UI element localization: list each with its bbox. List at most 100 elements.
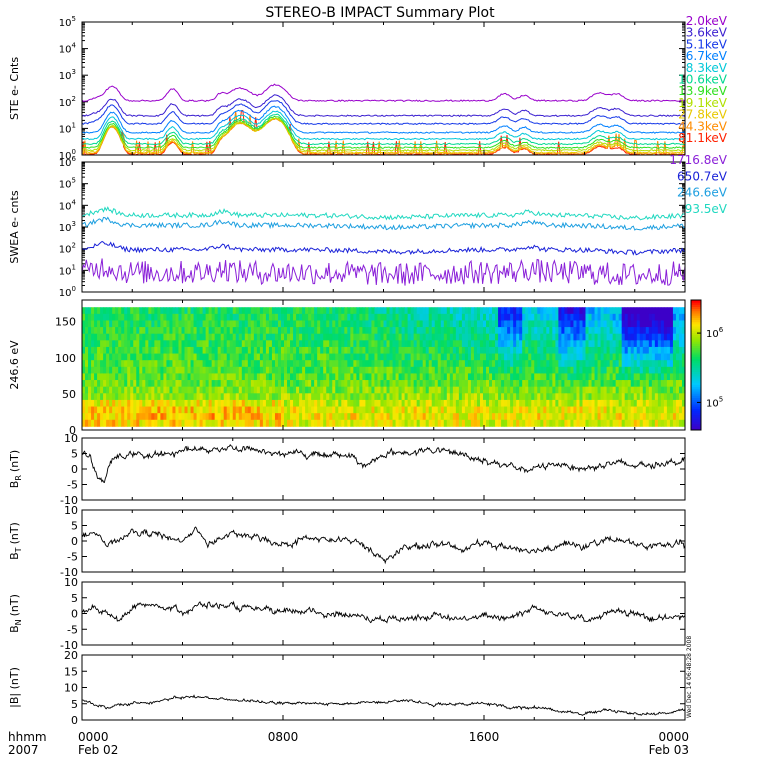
pad-cell xyxy=(386,419,390,427)
pad-cell xyxy=(531,333,535,341)
pad-cell xyxy=(118,313,122,321)
pad-cell xyxy=(389,380,393,388)
pad-cell xyxy=(280,406,285,414)
pad-cell xyxy=(606,366,611,374)
pad-cell xyxy=(651,366,656,374)
pad-cell xyxy=(681,366,686,374)
pad-cell xyxy=(621,419,626,427)
pad-cell xyxy=(193,313,197,321)
pad-cell xyxy=(380,380,384,388)
pad-cell xyxy=(371,380,375,388)
pad-cell xyxy=(437,380,442,388)
pad-cell xyxy=(564,340,568,348)
pad-cell xyxy=(678,313,683,321)
pad-cell xyxy=(464,386,469,394)
pad-cell xyxy=(190,406,194,414)
pad-cell xyxy=(190,380,194,388)
pad-cell xyxy=(244,346,249,354)
pad-cell xyxy=(145,313,149,321)
pad-cell xyxy=(268,393,273,401)
pad-cell xyxy=(317,366,321,374)
pad-cell xyxy=(419,393,424,401)
pad-cell xyxy=(434,399,439,407)
pad-cell xyxy=(449,380,454,388)
pad-cell xyxy=(458,327,463,335)
pad-cell xyxy=(208,406,213,414)
pad-cell xyxy=(151,380,155,388)
pad-cell xyxy=(94,313,98,321)
pad-cell xyxy=(470,333,475,341)
pad-cell xyxy=(582,406,586,414)
pad-cell xyxy=(461,380,466,388)
pad-cell xyxy=(383,360,387,368)
pad-cell xyxy=(657,393,662,401)
pad-cell xyxy=(531,353,535,361)
pad-cell xyxy=(308,360,312,368)
pad-cell xyxy=(299,406,303,414)
pad-cell xyxy=(579,386,583,394)
pad-cell xyxy=(606,419,611,427)
pad-cell xyxy=(663,346,668,354)
pad-cell xyxy=(274,307,279,315)
pad-cell xyxy=(94,393,98,401)
colorbar-cell xyxy=(691,326,701,329)
pad-cell xyxy=(293,327,297,335)
pad-cell xyxy=(112,327,116,335)
pad-cell xyxy=(305,333,309,341)
pad-ytick-label: 0 xyxy=(69,424,76,437)
pad-cell xyxy=(443,333,448,341)
pad-cell xyxy=(558,353,562,361)
pad-cell xyxy=(202,386,207,394)
pad-cell xyxy=(558,380,562,388)
pad-cell xyxy=(422,307,427,315)
pad-cell xyxy=(163,333,167,341)
pad-cell xyxy=(187,399,191,407)
pad-cell xyxy=(516,406,520,414)
pad-cell xyxy=(175,313,179,321)
pad-cell xyxy=(329,393,333,401)
pad-cell xyxy=(329,360,333,368)
pad-cell xyxy=(344,373,348,381)
pad-cell xyxy=(597,340,601,348)
pad-cell xyxy=(226,373,231,381)
pad-cell xyxy=(576,360,580,368)
pad-cell xyxy=(193,380,197,388)
pad-cell xyxy=(293,406,297,414)
pad-cell xyxy=(259,386,264,394)
pad-cell xyxy=(507,346,511,354)
pad-cell xyxy=(470,353,475,361)
pad-cell xyxy=(184,327,188,335)
pad-cell xyxy=(618,320,623,328)
pad-cell xyxy=(151,327,155,335)
pad-cell xyxy=(648,360,653,368)
pad-cell xyxy=(404,340,409,348)
pad-cell xyxy=(537,413,541,421)
pad-cell xyxy=(190,346,194,354)
pad-cell xyxy=(582,393,586,401)
pad-cell xyxy=(543,346,547,354)
pad-cell xyxy=(624,307,629,315)
pad-cell xyxy=(473,366,478,374)
pad-cell xyxy=(555,386,559,394)
pad-cell xyxy=(440,327,445,335)
pad-cell xyxy=(287,386,291,394)
pad-cell xyxy=(368,333,372,341)
pad-cell xyxy=(570,406,574,414)
pad-cell xyxy=(314,413,318,421)
pad-cell xyxy=(229,333,234,341)
pad-cell xyxy=(666,360,671,368)
pad-cell xyxy=(404,386,409,394)
pad-cell xyxy=(259,346,264,354)
pad-cell xyxy=(353,340,357,348)
pad-cell xyxy=(175,320,179,328)
pad-cell xyxy=(446,406,451,414)
pad-cell xyxy=(401,340,406,348)
pad-cell xyxy=(335,373,339,381)
pad-cell xyxy=(353,333,357,341)
pad-cell xyxy=(588,393,592,401)
pad-cell xyxy=(612,380,617,388)
pad-cell xyxy=(458,419,463,427)
pad-cell xyxy=(473,413,478,421)
pad-cell xyxy=(202,320,207,328)
pad-cell xyxy=(648,307,653,315)
